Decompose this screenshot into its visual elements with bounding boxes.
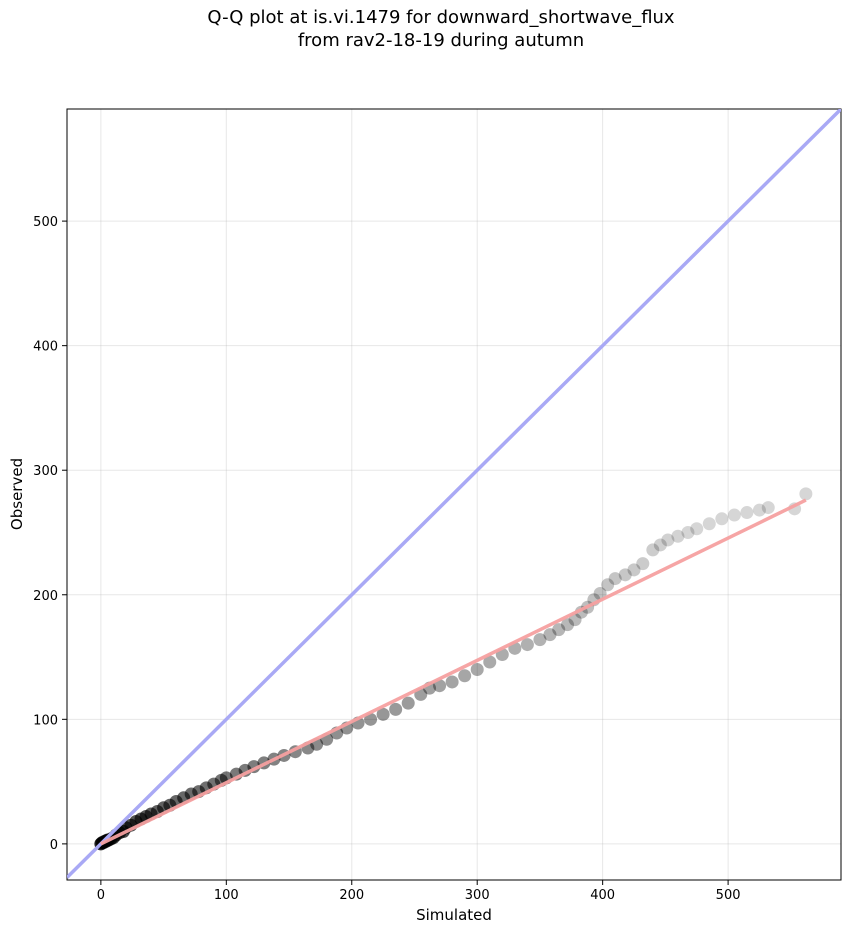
x-tick-label: 300 bbox=[465, 888, 490, 903]
x-tick-label: 200 bbox=[339, 888, 364, 903]
qq-point bbox=[740, 506, 754, 520]
qq-point bbox=[646, 543, 660, 557]
y-tick-label: 500 bbox=[33, 215, 58, 230]
qq-point bbox=[715, 512, 729, 526]
y-tick-label: 300 bbox=[33, 464, 58, 479]
chart-title: Q-Q plot at is.vi.1479 for downward_shor… bbox=[207, 7, 675, 28]
qq-point bbox=[389, 702, 403, 716]
qq-point bbox=[690, 522, 704, 536]
x-axis-ticks: 0 100 200 300 400 500 bbox=[97, 880, 741, 903]
y-tick-label: 0 bbox=[50, 838, 58, 853]
qq-point bbox=[401, 696, 415, 710]
fit-line bbox=[100, 498, 807, 846]
y-axis-ticks: 0 100 200 300 400 500 bbox=[33, 215, 67, 853]
qq-point bbox=[636, 557, 650, 571]
qq-point bbox=[445, 675, 459, 689]
qq-point bbox=[483, 655, 497, 669]
y-tick-label: 200 bbox=[33, 589, 58, 604]
qq-point bbox=[543, 628, 557, 642]
y-axis-label: Observed bbox=[8, 458, 26, 530]
qq-point bbox=[568, 613, 582, 627]
grid-lines bbox=[67, 109, 841, 880]
y-tick-label: 400 bbox=[33, 340, 58, 355]
qq-point bbox=[458, 669, 472, 683]
qq-point bbox=[653, 538, 667, 552]
reference-lines bbox=[67, 109, 841, 879]
qq-point bbox=[364, 712, 378, 726]
qq-point bbox=[761, 501, 775, 515]
qq-point bbox=[561, 618, 575, 632]
qq-point bbox=[552, 623, 566, 637]
x-axis-label: Simulated bbox=[416, 906, 492, 924]
qq-point bbox=[601, 578, 615, 592]
x-tick-label: 400 bbox=[590, 888, 615, 903]
qq-point bbox=[593, 587, 607, 601]
qq-point bbox=[671, 529, 685, 543]
chart-title-block: Q-Q plot at is.vi.1479 for downward_shor… bbox=[0, 6, 851, 52]
qq-point bbox=[799, 487, 813, 501]
qq-point bbox=[681, 525, 695, 539]
qq-point bbox=[520, 638, 534, 652]
x-tick-label: 0 bbox=[97, 888, 105, 903]
x-tick-label: 500 bbox=[716, 888, 741, 903]
qq-point bbox=[608, 572, 622, 586]
plot-frame bbox=[66, 108, 842, 881]
qq-point bbox=[702, 517, 716, 531]
qq-point bbox=[533, 633, 547, 647]
qq-point bbox=[376, 707, 390, 721]
qq-point bbox=[470, 663, 484, 677]
y-tick-label: 100 bbox=[33, 713, 58, 728]
qq-point bbox=[752, 503, 766, 517]
x-tick-label: 100 bbox=[214, 888, 239, 903]
qq-point bbox=[618, 568, 632, 582]
identity-line bbox=[67, 109, 841, 879]
qq-point bbox=[661, 533, 675, 547]
qq-point bbox=[433, 679, 447, 693]
qq-point bbox=[627, 563, 641, 577]
qq-point bbox=[727, 508, 741, 522]
chart-subtitle: from rav2-18-19 during autumn bbox=[297, 30, 585, 51]
